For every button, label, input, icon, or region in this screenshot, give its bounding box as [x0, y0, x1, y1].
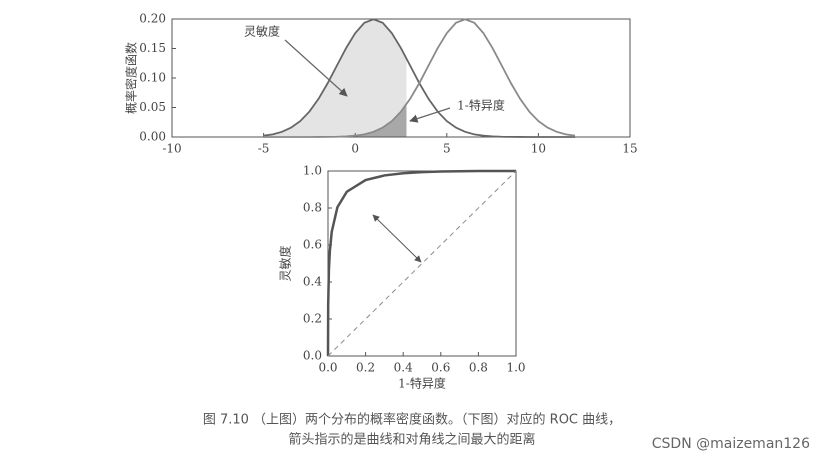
- y-tick-label: 0.4: [303, 275, 322, 289]
- shaded-area: [263, 19, 407, 138]
- annotation: 1-特异度: [457, 98, 505, 113]
- y-tick-label: 0.10: [139, 71, 166, 85]
- watermark: CSDN @maizeman126: [652, 436, 810, 452]
- annotation: 灵敏度: [244, 24, 280, 39]
- y-tick-label: 0.0: [303, 349, 322, 363]
- x-tick-label: 0.4: [394, 361, 413, 375]
- y-tick-label: 0.20: [139, 12, 166, 26]
- y-tick-label: 0.00: [139, 130, 166, 144]
- y-tick-label: 1.0: [303, 164, 322, 178]
- y-tick-label: 0.8: [303, 201, 322, 215]
- x-tick-label: 15: [622, 142, 637, 156]
- arrow: [372, 214, 422, 263]
- y-tick-label: 0.6: [303, 238, 322, 252]
- y-tick-label: 0.2: [303, 312, 322, 326]
- y-axis-label: 概率密度函数: [124, 42, 139, 114]
- x-axis-label: 1-特异度: [398, 376, 446, 391]
- line-series: [326, 169, 516, 357]
- x-tick-label: -10: [162, 142, 181, 156]
- x-tick-label: 5: [443, 142, 451, 156]
- x-tick-label: 0.0: [318, 361, 337, 375]
- caption: 箭头指示的是曲线和对角线之间最大的距离: [288, 432, 535, 448]
- y-axis-label: 灵敏度: [278, 245, 293, 281]
- line-series: [263, 18, 576, 138]
- x-tick-label: -5: [258, 142, 270, 156]
- x-tick-label: 0.8: [469, 361, 488, 375]
- arrow: [284, 39, 348, 97]
- shaded-area: [263, 103, 407, 137]
- x-tick-label: 0.2: [356, 361, 375, 375]
- arrow: [409, 107, 451, 123]
- x-tick-label: 10: [531, 142, 546, 156]
- x-tick-label: 0: [351, 142, 359, 156]
- caption: 图 7.10 （上图）两个分布的概率密度函数。（下图）对应的 ROC 曲线，: [203, 412, 621, 428]
- y-tick-label: 0.05: [139, 100, 166, 114]
- x-tick-label: 0.6: [431, 361, 450, 375]
- y-tick-label: 0.15: [139, 41, 166, 55]
- line-series: [327, 170, 517, 357]
- x-tick-label: 1.0: [506, 361, 525, 375]
